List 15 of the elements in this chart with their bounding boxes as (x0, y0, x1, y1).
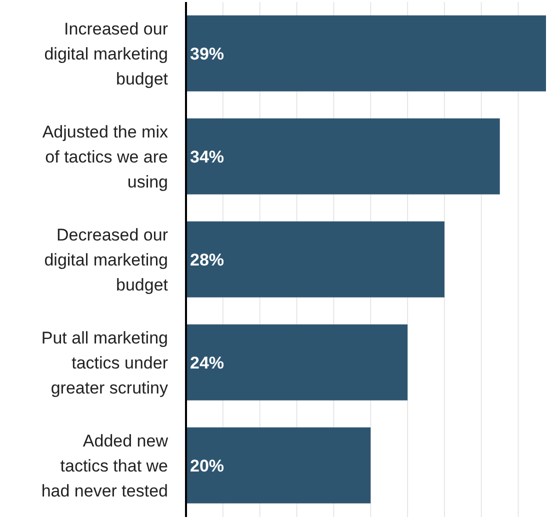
data-label: 20% (190, 456, 224, 476)
y-tick-label: Increased our digital marketing budget (44, 19, 168, 88)
data-label: 39% (190, 44, 224, 64)
bar (186, 427, 371, 504)
y-tick-label: Added new tactics that we had never tested (41, 431, 169, 500)
bar (186, 118, 500, 194)
y-tick-label: Put all marketing tactics under greater scrutiny (41, 328, 168, 397)
data-label: 24% (190, 353, 224, 372)
data-label: 34% (190, 147, 224, 166)
y-tick-label: Decreased our digital marketing budget (44, 225, 168, 294)
data-label: 28% (190, 250, 224, 270)
bar (186, 324, 408, 400)
y-tick-label: Adjusted the mix of tactics we are using (42, 122, 168, 191)
bar (186, 15, 546, 92)
bar (186, 221, 444, 298)
